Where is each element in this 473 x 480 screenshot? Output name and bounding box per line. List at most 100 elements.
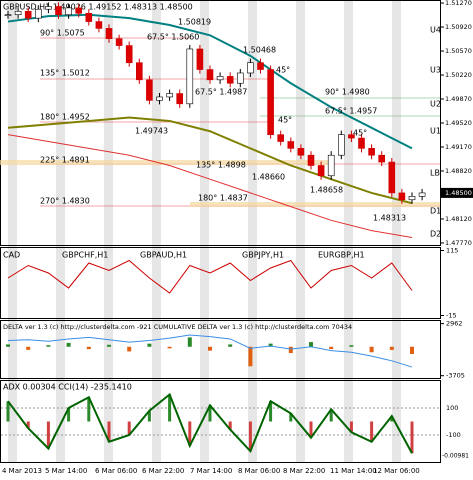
stripe: [392, 1, 401, 462]
level-label: D1: [430, 207, 441, 216]
annotation: 90° 1.4980: [325, 88, 370, 97]
candle: [85, 13, 93, 22]
candle: [125, 45, 133, 63]
y-tick-label: 100: [446, 404, 458, 412]
stripe: [8, 1, 17, 462]
delta-bar: [127, 346, 132, 352]
delta-bar: [349, 345, 354, 347]
delta-bar: [107, 344, 111, 347]
y-tick-label: 1.49170: [445, 143, 472, 151]
y-tick-label: 1.50920: [445, 23, 472, 31]
y-tick-label: 1.47770: [445, 239, 472, 247]
delta-bar: [248, 346, 253, 367]
candle: [388, 161, 396, 194]
y-tick-label: 1.51270: [445, 0, 472, 7]
delta-bar: [26, 346, 31, 350]
stripe: [56, 1, 65, 462]
level-label: U1: [430, 127, 441, 136]
annotation: 45°: [278, 116, 292, 125]
y-tick-label: -3705: [446, 372, 465, 380]
annotation: 1.48313: [373, 214, 406, 223]
candle: [277, 134, 285, 142]
correlation-line: [7, 259, 413, 294]
cumulative-delta: [7, 334, 413, 368]
level-label: LB: [430, 169, 440, 178]
annotation: 180° 1.4952: [40, 113, 90, 122]
annotation: 45°: [276, 66, 290, 75]
level-label: U3: [430, 66, 441, 75]
y-tick-label: -100: [446, 431, 461, 439]
candle: [237, 72, 244, 84]
time-label: 5 Mar 14:00: [45, 467, 87, 475]
candle: [55, 6, 62, 16]
candle: [337, 134, 345, 156]
current-price: 1.48500: [445, 189, 472, 197]
delta-bar: [208, 346, 212, 351]
session-shading: [8, 1, 401, 462]
candle: [156, 96, 163, 101]
candle: [105, 28, 113, 39]
time-label: 7 Mar 14:00: [190, 467, 232, 475]
annotation: 67.5° 1.5060: [147, 33, 199, 42]
moving-average: [7, 116, 413, 205]
candle: [348, 134, 355, 139]
candle: [418, 192, 426, 197]
annotation: 90° 1.5075: [40, 29, 85, 38]
stripe: [248, 1, 257, 462]
delta-bar: [46, 345, 51, 347]
candle: [115, 38, 123, 46]
candle: [4, 14, 12, 17]
y-tick-label: 1.50570: [445, 47, 472, 55]
y-tick-label: 2962: [446, 320, 463, 328]
annotation: 1.49743: [135, 127, 168, 136]
delta-bar: [187, 337, 192, 347]
annotation: 225° 1.4891: [40, 156, 90, 165]
candle: [216, 76, 224, 81]
pair-label: CAD: [3, 251, 20, 260]
candle: [206, 69, 214, 81]
candle: [65, 7, 72, 16]
delta-bar: [167, 346, 172, 349]
level-label: U2: [430, 100, 441, 109]
candle: [297, 148, 305, 156]
stripe: [296, 1, 305, 462]
moving-average: [7, 13, 413, 150]
y-tick-label: 1.49870: [445, 95, 472, 103]
candle: [257, 62, 264, 70]
corr-panel: [0, 247, 441, 319]
time-label: 8 Mar 22:00: [283, 467, 325, 475]
time-label: 6 Mar 06:00: [95, 467, 137, 475]
annotation: 135° 1.5012: [40, 69, 90, 78]
zone: [0, 160, 330, 165]
pair-label: EURGBP,H1: [318, 251, 365, 260]
candle: [166, 93, 173, 98]
cci-line: [7, 392, 413, 454]
candle: [146, 79, 153, 101]
candle: [378, 154, 386, 163]
annotation: 1.50468: [243, 46, 276, 55]
symbol-label: GBPUSD,H1 1.49026 1.49152 1.48313 1.4850…: [3, 3, 193, 12]
candle: [287, 141, 295, 149]
candle: [24, 10, 32, 19]
pair-label: GBPCHF,H1: [62, 251, 108, 260]
candle: [136, 62, 143, 81]
stripe: [200, 1, 209, 462]
time-label: 11 Mar 14:00: [330, 467, 377, 475]
y-tick-label: 115: [446, 247, 458, 255]
candle: [327, 154, 335, 177]
time-label: 8 Mar 06:00: [238, 467, 280, 475]
time-label: 4 Mar 2013: [2, 467, 42, 475]
y-tick-label: 1.48820: [445, 167, 472, 175]
candle: [247, 62, 254, 74]
cci-panel: [0, 380, 441, 463]
annotation: 1.48660: [252, 173, 285, 182]
y-tick-label: 1.49520: [445, 119, 472, 127]
candle: [45, 6, 52, 10]
delta-bar: [389, 346, 394, 350]
candle: [196, 48, 204, 70]
candle: [408, 196, 416, 201]
candle: [95, 21, 103, 29]
candle: [34, 8, 42, 19]
candle: [226, 76, 234, 84]
